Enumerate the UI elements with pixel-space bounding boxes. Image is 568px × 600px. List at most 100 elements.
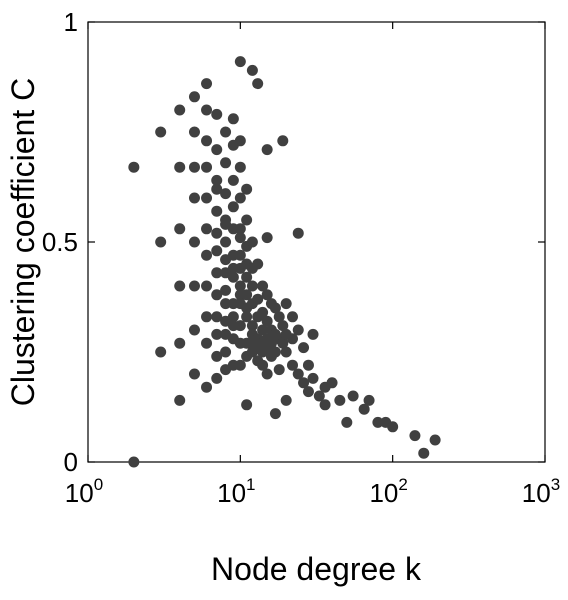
data-point — [188, 368, 200, 380]
data-point — [220, 346, 232, 358]
data-point — [280, 298, 292, 310]
data-point — [211, 350, 223, 362]
data-point — [286, 333, 298, 345]
data-point — [261, 289, 273, 301]
data-point — [234, 56, 246, 68]
x-tick-base: 10 — [217, 478, 246, 508]
data-point — [429, 434, 441, 446]
data-point — [246, 320, 258, 332]
data-point — [188, 126, 200, 138]
data-point — [277, 135, 289, 147]
data-point — [307, 372, 319, 384]
data-point — [302, 386, 314, 398]
data-point — [227, 113, 239, 125]
data-point — [292, 324, 304, 336]
x-tick-label: 100 — [65, 475, 103, 508]
data-point — [201, 381, 213, 393]
data-point — [334, 394, 346, 406]
data-point — [307, 328, 319, 340]
y-axis-label: Clustering coefficient C — [5, 78, 41, 406]
data-point — [234, 280, 246, 292]
data-point — [241, 271, 253, 283]
data-point — [252, 78, 264, 90]
data-point — [174, 280, 186, 292]
data-point — [211, 183, 223, 195]
data-point — [257, 324, 269, 336]
data-point — [201, 249, 213, 261]
x-tick-exponent: 3 — [551, 475, 560, 494]
data-point — [220, 157, 232, 169]
data-point — [128, 456, 140, 468]
data-point — [188, 236, 200, 248]
y-tick-label: 0.5 — [42, 227, 78, 257]
data-point — [201, 223, 213, 235]
data-point — [280, 394, 292, 406]
data-point — [155, 126, 167, 138]
data-point — [211, 328, 223, 340]
data-point — [188, 280, 200, 292]
data-point — [261, 315, 273, 327]
x-tick-base: 10 — [522, 478, 551, 508]
data-point — [128, 161, 140, 173]
data-point — [298, 377, 310, 389]
data-point — [211, 227, 223, 239]
data-point — [211, 205, 223, 217]
data-point — [261, 368, 273, 380]
data-point — [201, 104, 213, 116]
data-point — [220, 284, 232, 296]
data-point — [273, 311, 285, 323]
data-point — [227, 271, 239, 283]
data-point — [277, 320, 289, 332]
data-point — [241, 311, 253, 323]
data-point — [155, 346, 167, 358]
data-point — [409, 430, 421, 442]
data-point — [326, 377, 338, 389]
data-point — [277, 337, 289, 349]
data-point — [292, 368, 304, 380]
data-point — [211, 245, 223, 257]
data-point — [201, 135, 213, 147]
data-point — [188, 192, 200, 204]
data-point — [302, 359, 314, 371]
data-point — [418, 447, 430, 459]
x-axis-label: Node degree k — [211, 551, 422, 587]
x-tick-exponent: 1 — [246, 475, 255, 494]
data-point — [211, 174, 223, 186]
data-point — [234, 192, 246, 204]
data-point — [211, 289, 223, 301]
data-point — [341, 416, 353, 428]
data-point — [319, 399, 331, 411]
data-point — [246, 280, 258, 292]
x-tick-label: 101 — [217, 475, 255, 508]
data-point — [220, 188, 232, 200]
data-point — [227, 201, 239, 213]
data-point — [201, 337, 213, 349]
data-point — [211, 267, 223, 279]
data-point — [257, 306, 269, 318]
data-point — [252, 258, 264, 270]
data-point — [220, 214, 232, 226]
data-point — [201, 280, 213, 292]
data-point — [227, 311, 239, 323]
data-point — [234, 223, 246, 235]
x-tick-base: 10 — [65, 478, 94, 508]
data-point — [257, 359, 269, 371]
data-point — [347, 390, 359, 402]
data-point — [211, 108, 223, 120]
data-point — [174, 337, 186, 349]
data-point — [234, 232, 246, 244]
y-tick-label: 1 — [64, 7, 78, 37]
data-point — [201, 78, 213, 90]
data-point — [273, 364, 285, 376]
data-point — [313, 390, 325, 402]
data-point — [387, 421, 399, 433]
data-point — [261, 232, 273, 244]
y-tick-label: 0 — [64, 447, 78, 477]
data-point — [188, 161, 200, 173]
data-point — [220, 236, 232, 248]
data-point — [246, 64, 258, 76]
data-point — [201, 161, 213, 173]
data-point — [211, 311, 223, 323]
data-point — [372, 416, 384, 428]
